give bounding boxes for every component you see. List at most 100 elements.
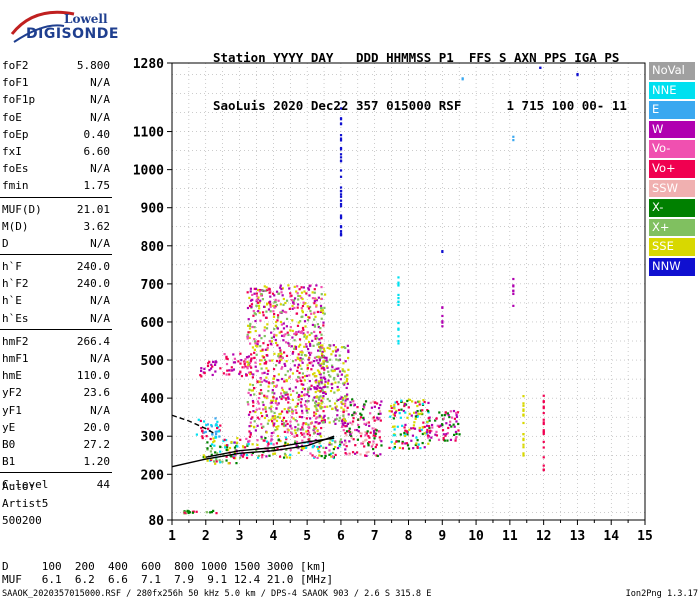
param-row: h`E N/A (0, 292, 112, 309)
param-label: M(D) (2, 219, 29, 233)
echo-point (297, 357, 300, 361)
echo-point (219, 367, 222, 370)
echo-point (429, 429, 432, 432)
echo-point (277, 402, 280, 405)
echo-point (374, 432, 377, 435)
echo-point (315, 359, 318, 362)
echo-point (208, 360, 211, 363)
echo-point (307, 287, 310, 290)
echo-point (219, 445, 222, 449)
echo-point (309, 309, 312, 313)
echo-point (284, 443, 287, 446)
y-tick-label: 700 (141, 278, 165, 293)
echo-point (307, 431, 311, 434)
echo-point (306, 364, 309, 367)
echo-point (313, 318, 316, 321)
param-row: fmin 1.75 (0, 177, 112, 194)
echo-point (326, 346, 329, 349)
echo-point (281, 395, 284, 398)
param-value: 0.40 (83, 127, 111, 141)
echo-point (344, 419, 347, 423)
echo-point (249, 290, 252, 293)
echo-point (344, 452, 347, 455)
echo-point (206, 448, 209, 451)
echo-point (351, 420, 355, 423)
echo-point (298, 330, 302, 334)
echo-point (282, 303, 285, 306)
echo-point (264, 362, 267, 365)
echo-point (266, 323, 269, 326)
echo-point (195, 433, 198, 436)
echo-point (404, 442, 407, 445)
echo-point (294, 426, 297, 429)
logo-product: DIGISONDE (26, 26, 119, 42)
echo-point (268, 339, 272, 343)
echo-point (225, 362, 229, 366)
echo-point (252, 309, 255, 313)
echo-point (294, 345, 298, 349)
echo-point (315, 375, 318, 378)
echo-point (353, 411, 356, 414)
echo-point (254, 287, 258, 291)
echo-point (345, 409, 348, 412)
echo-point (214, 430, 217, 433)
echo-point (327, 370, 330, 373)
echo-point (404, 429, 407, 432)
echo-point (334, 354, 337, 357)
echo-point (263, 379, 266, 382)
echo-point (338, 370, 342, 373)
echo-point (273, 375, 276, 378)
echo-point (239, 438, 242, 441)
echo-point (341, 396, 345, 400)
echo-point (321, 365, 325, 368)
echo-point (244, 361, 247, 364)
echo-point (362, 418, 365, 421)
echo-point (249, 393, 252, 397)
echo-point (356, 406, 359, 409)
echo-strip-point (397, 300, 400, 304)
echo-point (232, 353, 235, 356)
echo-point (334, 408, 338, 411)
echo-point (336, 373, 339, 376)
echo-point (308, 386, 311, 389)
echo-point (364, 423, 368, 426)
echo-point (251, 346, 255, 349)
echo-point (353, 403, 357, 406)
echo-point (271, 389, 274, 392)
echo-point (408, 412, 411, 415)
echo-point (211, 373, 214, 377)
echo-point (201, 429, 204, 432)
echo-point (238, 456, 242, 459)
echo-point (304, 302, 307, 305)
param-row: foF1 N/A (0, 74, 112, 91)
echo-point (280, 367, 283, 370)
echo-point (300, 394, 303, 397)
echo-point (401, 440, 404, 444)
echo-point (323, 414, 326, 417)
echo-point (303, 333, 306, 336)
echo-point (296, 445, 299, 448)
echo-point (341, 425, 344, 429)
echo-point (258, 290, 261, 293)
echo-point (266, 346, 269, 349)
echo-point (285, 378, 288, 382)
echo-point (359, 416, 363, 419)
echo-point (268, 300, 272, 303)
echo-point (455, 411, 458, 415)
param-label: B0 (2, 437, 16, 451)
echo-point (291, 307, 294, 310)
echo-point (447, 426, 450, 430)
echo-point (335, 399, 339, 402)
echo-point (226, 446, 229, 449)
echo-point (266, 289, 269, 292)
echo-point (327, 417, 330, 420)
echo-strip-point (542, 418, 545, 421)
echo-point (328, 421, 331, 424)
legend-item: X+ (649, 218, 695, 237)
echo-point (285, 354, 289, 358)
echo-point (363, 445, 366, 448)
echo-point (270, 418, 273, 421)
echo-point (301, 357, 304, 361)
echo-point (427, 442, 430, 445)
echo-point (319, 306, 323, 310)
